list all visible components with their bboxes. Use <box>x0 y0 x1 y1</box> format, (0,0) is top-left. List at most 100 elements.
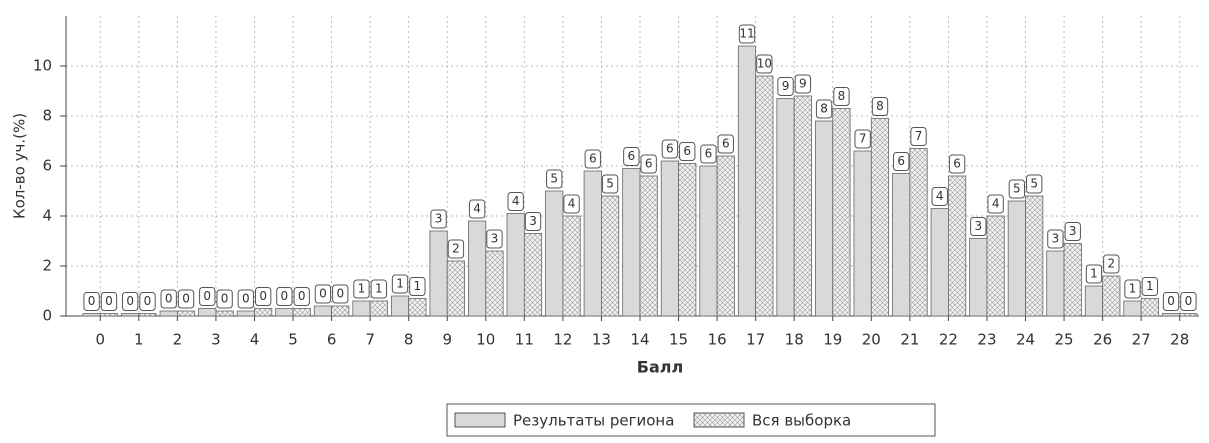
x-tick-label: 3 <box>211 331 221 349</box>
value-label-box <box>83 292 100 311</box>
value-label: 5 <box>606 177 614 191</box>
bar <box>755 75 774 317</box>
bar <box>583 170 602 317</box>
value-label-box <box>160 289 177 309</box>
value-label-box <box>314 284 332 304</box>
value-label-box <box>833 87 850 106</box>
value-label: 0 <box>336 287 344 301</box>
x-tick-label: 2 <box>173 331 183 349</box>
value-label: 6 <box>897 154 905 168</box>
value-label: 0 <box>165 292 173 306</box>
value-label-box <box>640 154 657 174</box>
value-label-box <box>1085 264 1103 284</box>
bar <box>870 118 890 317</box>
bar <box>236 310 255 317</box>
value-label: 3 <box>1052 232 1060 246</box>
bar <box>468 220 487 317</box>
bar <box>622 168 641 317</box>
value-label: 2 <box>452 242 460 256</box>
x-tick-label: 6 <box>327 331 337 349</box>
bar <box>429 230 448 317</box>
value-label-box <box>177 289 195 309</box>
value-label-box <box>199 287 216 306</box>
value-label-box <box>794 74 812 94</box>
value-label-box <box>1047 229 1064 249</box>
value-label: 3 <box>529 214 537 228</box>
value-label-box <box>139 292 156 311</box>
bar <box>369 300 388 317</box>
x-tick-label: 22 <box>939 331 958 349</box>
x-tick-label: 27 <box>1132 331 1151 349</box>
x-tick-label: 17 <box>746 331 765 349</box>
bar <box>215 310 234 317</box>
bar <box>1007 200 1026 317</box>
x-tick-label: 7 <box>365 331 375 349</box>
value-label-box <box>546 169 563 189</box>
bar <box>930 208 949 317</box>
x-tick-label: 26 <box>1093 331 1112 349</box>
value-label-box <box>332 284 349 304</box>
bar <box>1161 313 1181 317</box>
value-label: 3 <box>491 232 499 246</box>
value-label-box <box>815 99 833 119</box>
value-label: 1 <box>358 282 366 296</box>
value-label: 0 <box>88 294 96 308</box>
legend-label: Вся выборка <box>752 412 851 430</box>
value-label: 0 <box>203 289 211 303</box>
value-label: 3 <box>1069 224 1077 238</box>
value-label: 6 <box>705 147 713 161</box>
y-tick-label: 4 <box>42 207 52 225</box>
value-label: 5 <box>1030 177 1038 191</box>
value-label-box <box>738 24 756 44</box>
x-tick-label: 1 <box>134 331 144 349</box>
x-tick-label: 12 <box>553 331 572 349</box>
value-label: 7 <box>859 132 867 146</box>
x-tick-label: 18 <box>785 331 804 349</box>
value-label: 4 <box>512 194 520 208</box>
value-label-box <box>486 229 503 249</box>
legend-swatch <box>454 412 506 428</box>
value-label: 3 <box>435 212 443 226</box>
bar <box>1140 298 1159 317</box>
bar <box>562 215 581 317</box>
value-label-box <box>1103 254 1120 274</box>
bar <box>254 308 273 317</box>
value-label: 2 <box>1107 257 1115 271</box>
value-label: 0 <box>242 292 250 306</box>
value-label-box <box>121 292 139 311</box>
value-label-box <box>1026 174 1043 194</box>
x-tick-label: 23 <box>977 331 996 349</box>
bar <box>176 310 196 317</box>
value-label: 1 <box>414 279 422 293</box>
bar <box>1084 285 1104 317</box>
value-label: 1 <box>375 282 383 296</box>
value-label: 0 <box>1167 294 1175 308</box>
bar <box>159 310 178 317</box>
x-tick-label: 10 <box>476 331 495 349</box>
bar <box>1102 275 1121 317</box>
x-tick-label: 19 <box>823 331 842 349</box>
bar <box>313 305 332 317</box>
value-label: 8 <box>838 89 846 103</box>
value-label: 4 <box>568 197 576 211</box>
value-label-box <box>409 277 426 296</box>
bar <box>1063 243 1082 317</box>
bar <box>639 175 658 317</box>
x-tick-label: 4 <box>250 331 260 349</box>
x-tick-label: 16 <box>708 331 727 349</box>
bar <box>699 165 718 317</box>
value-label-box <box>391 274 409 294</box>
value-label-box <box>910 127 927 146</box>
value-label: 6 <box>722 137 730 151</box>
bar <box>198 308 217 317</box>
value-label: 1 <box>1146 279 1154 293</box>
value-label-box <box>524 212 542 231</box>
bar <box>390 295 410 317</box>
value-label-box <box>717 134 734 154</box>
value-label: 8 <box>876 99 884 113</box>
value-label-box <box>854 129 871 149</box>
bar <box>832 108 851 317</box>
value-label-box <box>970 217 987 236</box>
value-label-box <box>700 144 717 164</box>
value-label-box <box>1141 277 1159 296</box>
